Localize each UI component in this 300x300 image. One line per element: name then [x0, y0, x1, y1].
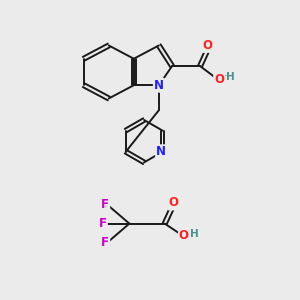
Text: N: N [156, 145, 166, 158]
Text: H: H [190, 229, 199, 239]
Text: F: F [99, 217, 107, 230]
Text: O: O [202, 39, 212, 52]
Text: ·: · [224, 70, 228, 83]
Text: F: F [101, 236, 109, 249]
Text: O: O [214, 73, 224, 86]
Text: N: N [154, 79, 164, 92]
Text: F: F [101, 198, 109, 211]
Text: O: O [179, 229, 189, 242]
Text: H: H [226, 72, 235, 82]
Text: O: O [169, 196, 178, 209]
